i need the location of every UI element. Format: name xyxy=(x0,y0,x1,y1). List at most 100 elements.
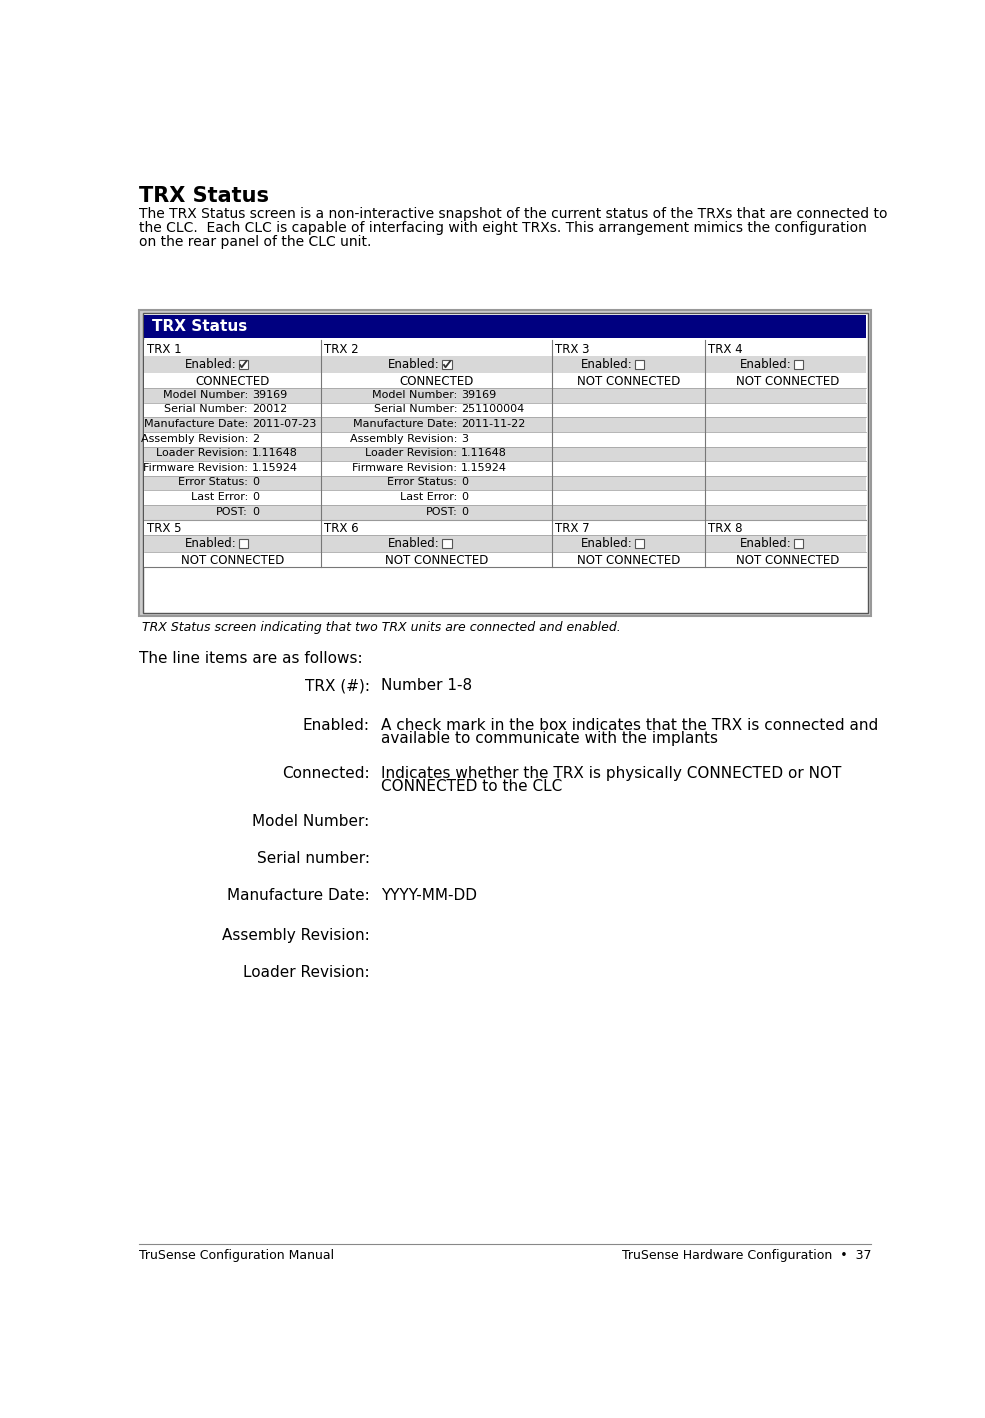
Text: 0: 0 xyxy=(461,492,468,502)
Text: 0: 0 xyxy=(252,492,259,502)
Text: TRX Status screen indicating that two TRX units are connected and enabled.: TRX Status screen indicating that two TR… xyxy=(143,621,622,634)
Bar xyxy=(144,535,867,552)
Text: 1.15924: 1.15924 xyxy=(252,462,297,472)
Bar xyxy=(144,447,867,461)
Text: Enabled:: Enabled: xyxy=(388,537,440,550)
Text: TRX 3: TRX 3 xyxy=(555,343,589,356)
Text: Model Number:: Model Number: xyxy=(252,814,369,830)
Text: Loader Revision:: Loader Revision: xyxy=(243,964,369,980)
Bar xyxy=(144,340,867,356)
Text: 251100004: 251100004 xyxy=(461,404,524,414)
Text: CONNECTED to the CLC: CONNECTED to the CLC xyxy=(381,780,562,794)
Text: Indicates whether the TRX is physically CONNECTED or NOT: Indicates whether the TRX is physically … xyxy=(381,766,841,781)
Text: TRX 8: TRX 8 xyxy=(708,522,743,535)
Text: Enabled:: Enabled: xyxy=(388,357,440,372)
Text: Connected:: Connected: xyxy=(282,766,369,781)
Text: the CLC.  Each CLC is capable of interfacing with eight TRXs. This arrangement m: the CLC. Each CLC is capable of interfac… xyxy=(139,221,867,235)
Text: CONNECTED: CONNECTED xyxy=(399,374,474,389)
Text: Firmware Revision:: Firmware Revision: xyxy=(143,462,248,472)
Text: Firmware Revision:: Firmware Revision: xyxy=(353,462,457,472)
Bar xyxy=(144,417,867,432)
Text: Serial number:: Serial number: xyxy=(256,851,369,866)
Text: TRX Status: TRX Status xyxy=(152,319,247,333)
Bar xyxy=(144,356,867,373)
Text: The line items are as follows:: The line items are as follows: xyxy=(139,651,362,666)
Bar xyxy=(144,389,867,403)
Text: Manufacture Date:: Manufacture Date: xyxy=(353,418,457,428)
Text: Number 1-8: Number 1-8 xyxy=(381,678,473,693)
Bar xyxy=(144,403,867,417)
Text: 39169: 39169 xyxy=(252,390,287,400)
Text: 1.15924: 1.15924 xyxy=(461,462,507,472)
Text: Enabled:: Enabled: xyxy=(184,357,236,372)
Text: Serial Number:: Serial Number: xyxy=(164,404,248,414)
Bar xyxy=(143,312,868,613)
Text: The TRX Status screen is a non-interactive snapshot of the current status of the: The TRX Status screen is a non-interacti… xyxy=(139,207,887,221)
Text: 1.11648: 1.11648 xyxy=(461,448,507,458)
Bar xyxy=(442,360,452,369)
Text: TRX 7: TRX 7 xyxy=(555,522,589,535)
Text: TRX 6: TRX 6 xyxy=(324,522,359,535)
Bar xyxy=(144,432,867,447)
Bar xyxy=(144,476,867,491)
Text: CONNECTED: CONNECTED xyxy=(195,374,270,389)
Text: Model Number:: Model Number: xyxy=(163,390,248,400)
Bar xyxy=(238,360,248,369)
Text: Model Number:: Model Number: xyxy=(372,390,457,400)
Text: available to communicate with the implants: available to communicate with the implan… xyxy=(381,732,718,746)
Text: TRX 4: TRX 4 xyxy=(708,343,743,356)
Text: POST:: POST: xyxy=(426,506,457,516)
Text: Manufacture Date:: Manufacture Date: xyxy=(227,888,369,903)
Text: Assembly Revision:: Assembly Revision: xyxy=(141,434,248,444)
Bar xyxy=(442,539,452,549)
Bar xyxy=(634,539,644,549)
Bar xyxy=(144,373,867,389)
Text: Enabled:: Enabled: xyxy=(184,537,236,550)
Text: NOT CONNECTED: NOT CONNECTED xyxy=(577,374,680,389)
Text: 2: 2 xyxy=(252,434,259,444)
Text: Enabled:: Enabled: xyxy=(580,357,632,372)
Text: 20012: 20012 xyxy=(252,404,287,414)
Text: Error Status:: Error Status: xyxy=(178,478,248,488)
Text: Enabled:: Enabled: xyxy=(740,357,791,372)
Text: Manufacture Date:: Manufacture Date: xyxy=(144,418,248,428)
Text: TruSense Configuration Manual: TruSense Configuration Manual xyxy=(139,1249,334,1262)
Text: Enabled:: Enabled: xyxy=(740,537,791,550)
Text: NOT CONNECTED: NOT CONNECTED xyxy=(384,554,488,567)
Text: 0: 0 xyxy=(461,478,468,488)
Text: on the rear panel of the CLC unit.: on the rear panel of the CLC unit. xyxy=(139,235,371,248)
Text: NOT CONNECTED: NOT CONNECTED xyxy=(736,374,839,389)
Text: POST:: POST: xyxy=(216,506,248,516)
Text: 39169: 39169 xyxy=(461,390,496,400)
Bar xyxy=(144,491,867,505)
Text: A check mark in the box indicates that the TRX is connected and: A check mark in the box indicates that t… xyxy=(381,719,879,733)
Text: Loader Revision:: Loader Revision: xyxy=(156,448,248,458)
Text: Last Error:: Last Error: xyxy=(191,492,248,502)
Text: TRX 5: TRX 5 xyxy=(147,522,181,535)
Text: Assembly Revision:: Assembly Revision: xyxy=(222,927,369,943)
Text: NOT CONNECTED: NOT CONNECTED xyxy=(736,554,839,567)
Text: TRX Status: TRX Status xyxy=(139,186,269,206)
Text: NOT CONNECTED: NOT CONNECTED xyxy=(577,554,680,567)
Text: 2011-07-23: 2011-07-23 xyxy=(252,418,316,428)
Text: Serial Number:: Serial Number: xyxy=(373,404,457,414)
Text: Enabled:: Enabled: xyxy=(580,537,632,550)
Text: 0: 0 xyxy=(461,506,468,516)
Bar xyxy=(144,505,867,520)
Text: Assembly Revision:: Assembly Revision: xyxy=(350,434,457,444)
Text: TRX (#):: TRX (#): xyxy=(304,678,369,693)
Text: TruSense Hardware Configuration  •  37: TruSense Hardware Configuration • 37 xyxy=(622,1249,871,1262)
Bar xyxy=(144,520,867,567)
Bar xyxy=(634,360,644,369)
Text: 1.11648: 1.11648 xyxy=(252,448,297,458)
Text: Enabled:: Enabled: xyxy=(302,719,369,733)
Text: 3: 3 xyxy=(461,434,468,444)
Text: Loader Revision:: Loader Revision: xyxy=(365,448,457,458)
Text: 0: 0 xyxy=(252,478,259,488)
Bar xyxy=(140,309,871,615)
Bar xyxy=(794,539,803,549)
Bar xyxy=(238,539,248,549)
Text: TRX 2: TRX 2 xyxy=(324,343,359,356)
Bar xyxy=(144,315,867,337)
Text: Error Status:: Error Status: xyxy=(387,478,457,488)
